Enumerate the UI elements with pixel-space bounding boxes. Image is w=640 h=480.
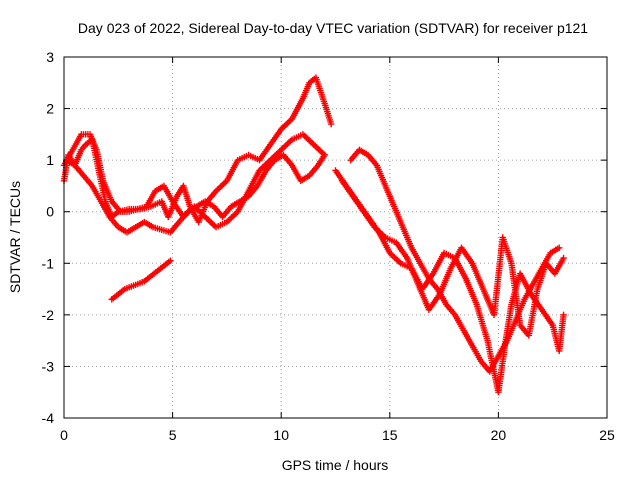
y-tick-label: -4 [42, 410, 55, 426]
data-point [556, 244, 563, 252]
x-axis-label: GPS time / hours [282, 457, 389, 473]
x-tick-label: 25 [599, 427, 615, 443]
series-track-g [338, 177, 567, 339]
series-track-d [108, 257, 174, 303]
y-axis-label: SDTVAR / TECUs [7, 181, 23, 293]
data-point [560, 311, 567, 319]
y-tick-label: 3 [46, 49, 54, 65]
x-tick-label: 0 [60, 427, 68, 443]
series-track-c [62, 151, 328, 236]
y-tick-label: -3 [42, 358, 55, 374]
y-tick-label: 2 [46, 101, 54, 117]
x-tick-label: 5 [169, 427, 177, 443]
y-tick-label: -1 [42, 255, 55, 271]
x-tick-label: 15 [382, 427, 398, 443]
x-tick-label: 10 [273, 427, 289, 443]
x-tick-label: 20 [491, 427, 507, 443]
data-point [321, 151, 328, 159]
data-point [560, 254, 567, 262]
y-tick-label: 0 [46, 204, 54, 220]
series-track-b [60, 131, 328, 231]
y-tick-label: -2 [42, 307, 55, 323]
y-tick-label: 1 [46, 152, 54, 168]
data-point [167, 257, 174, 264]
plot-frame [63, 56, 608, 419]
data-point [327, 120, 335, 128]
chart-title: Day 023 of 2022, Sidereal Day-to-day VTE… [78, 20, 588, 36]
data-marks [60, 74, 567, 396]
